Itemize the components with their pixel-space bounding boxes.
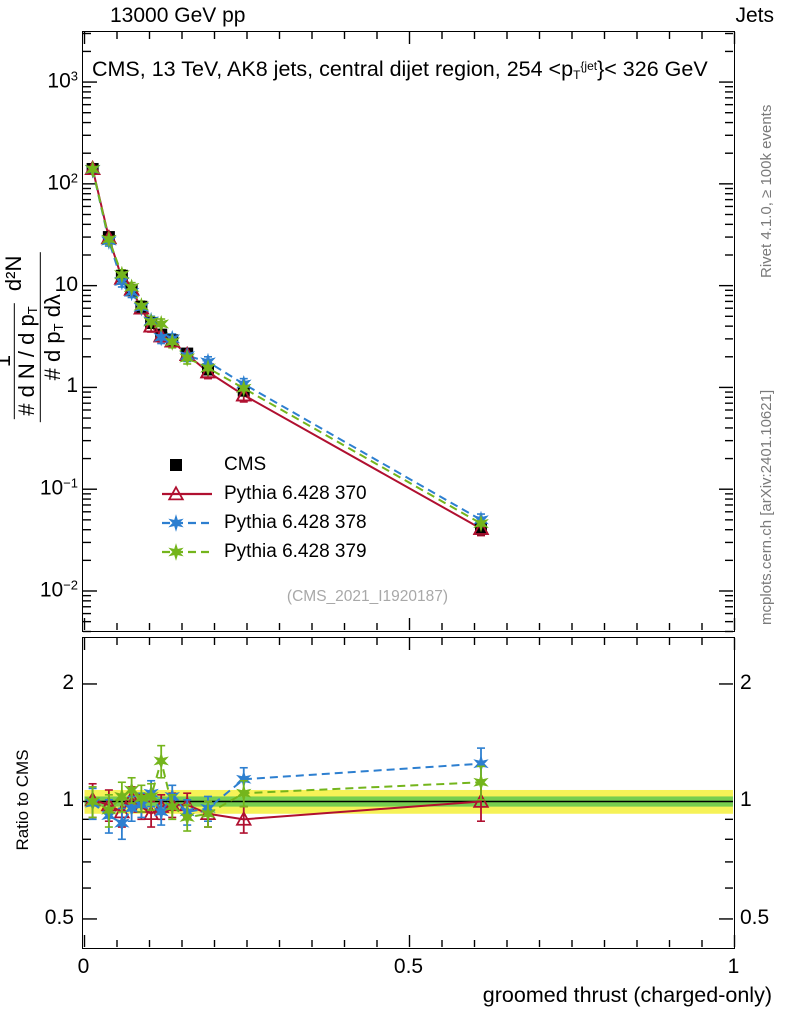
main-y-axis-title: 1 # d N / d pT d²N # d pT dλ bbox=[0, 47, 66, 627]
legend-label-3: Pythia 6.428 379 bbox=[224, 540, 367, 562]
beam-energy-label: 13000 GeV pp bbox=[110, 4, 246, 27]
ratio-y-tick-right-1: 1 bbox=[740, 788, 752, 812]
ratio-y-tick-left-1: 1 bbox=[62, 788, 74, 812]
plot-title-sub: T bbox=[573, 68, 581, 82]
main-y-tick-base: 10 bbox=[47, 69, 71, 93]
main-y-tick-base: 10 bbox=[39, 578, 64, 602]
y-axis-outer-den-tail: dλ bbox=[39, 294, 65, 324]
main-y-tick-5: 10−2 bbox=[40, 577, 78, 602]
ratio-y-tick-left-2: 0.5 bbox=[44, 905, 74, 929]
legend-label-0: CMS bbox=[224, 453, 267, 475]
ratio-y-tick-right-0: 2 bbox=[740, 670, 752, 694]
main-plot-canvas bbox=[83, 32, 736, 633]
mcplots-source-caption: mcplots.cern.ch [arXiv:2401.10621] bbox=[758, 389, 775, 625]
plot-title-suffix: }< 326 GeV bbox=[597, 57, 708, 81]
x-axis-title: groomed thrust (charged-only) bbox=[482, 983, 772, 1007]
y-axis-inner-den-sub: T bbox=[24, 306, 40, 315]
y-axis-inner-num: 1 bbox=[0, 303, 15, 419]
x-tick-1: 0.5 bbox=[393, 955, 424, 978]
legend-item-2[interactable]: Pythia 6.428 378 bbox=[160, 508, 367, 537]
main-y-tick-labels: 103 102 10 1 10−1 10−2 bbox=[0, 0, 78, 1024]
y-axis-frac-numerator: 1 # d N / d pT d²N bbox=[0, 252, 41, 422]
main-y-tick-exp: −2 bbox=[63, 577, 78, 593]
y-axis-outer-num: d²N bbox=[1, 255, 26, 292]
main-y-tick-exp: −1 bbox=[63, 475, 78, 491]
plot-title: CMS, 13 TeV, AK8 jets, central dijet reg… bbox=[92, 57, 708, 82]
y-axis-outer-den-sub: T bbox=[50, 323, 66, 332]
analysis-id-watermark: (CMS_2021_I1920187) bbox=[286, 588, 449, 605]
legend: CMS Pythia 6.428 370 Pythia 6.428 378 Pythi… bbox=[160, 450, 367, 566]
y-axis-fraction-outer: 1 # d N / d pT d²N # d pT dλ bbox=[0, 252, 66, 422]
legend-marker-square-icon bbox=[160, 454, 214, 476]
y-axis-inner-den: # d N / d pT bbox=[13, 303, 40, 418]
y-axis-inner-fraction: 1 # d N / d pT bbox=[0, 303, 40, 419]
main-y-tick-exp: 2 bbox=[70, 170, 78, 186]
ratio-y-axis-title: Ratio to CMS bbox=[13, 749, 32, 851]
x-tick-0: 0 bbox=[77, 955, 90, 978]
main-y-tick-3: 1 bbox=[66, 374, 78, 398]
legend-label-2: Pythia 6.428 378 bbox=[224, 511, 367, 533]
series-Pythia-6-428-379 bbox=[84, 744, 489, 832]
legend-item-0[interactable]: CMS bbox=[160, 450, 367, 479]
legend-item-1[interactable]: Pythia 6.428 370 bbox=[160, 479, 367, 508]
ratio-y-tick-right-2: 0.5 bbox=[740, 905, 770, 929]
analysis-category-label: Jets bbox=[735, 4, 774, 27]
legend-item-3[interactable]: Pythia 6.428 379 bbox=[160, 537, 367, 566]
ratio-y-tick-left-0: 2 bbox=[62, 670, 74, 694]
legend-marker-star-icon bbox=[160, 541, 214, 563]
x-tick-2: 1 bbox=[727, 955, 740, 978]
main-y-tick-0: 103 bbox=[47, 69, 78, 94]
y-axis-inner-den-text: # d N / d p bbox=[13, 314, 39, 416]
y-axis-frac-denominator: # d pT dλ bbox=[39, 253, 66, 422]
main-y-tick-2: 10 bbox=[54, 272, 78, 296]
main-y-tick-4: 10−1 bbox=[40, 476, 78, 501]
main-plot-panel bbox=[82, 31, 736, 633]
plot-title-prefix: CMS, 13 TeV, AK8 jets, central dijet reg… bbox=[92, 57, 574, 81]
ratio-plot-panel bbox=[82, 637, 736, 949]
plot-title-sup: {jet bbox=[580, 59, 598, 73]
main-y-tick-base: 10 bbox=[39, 476, 64, 500]
ratio-plot-canvas bbox=[83, 638, 736, 947]
y-axis-outer-den-text: # d p bbox=[39, 331, 65, 381]
main-y-tick-base: 10 bbox=[47, 171, 71, 195]
legend-label-1: Pythia 6.428 370 bbox=[224, 482, 367, 504]
rivet-version-caption: Rivet 4.1.0, ≥ 100k events bbox=[758, 104, 775, 278]
main-y-tick-exp: 3 bbox=[70, 68, 78, 84]
main-y-tick-1: 102 bbox=[47, 170, 78, 195]
legend-marker-triangle-icon bbox=[160, 483, 214, 505]
series-top-Pythia-6-428-379 bbox=[84, 160, 489, 533]
legend-marker-star-icon bbox=[160, 512, 214, 534]
